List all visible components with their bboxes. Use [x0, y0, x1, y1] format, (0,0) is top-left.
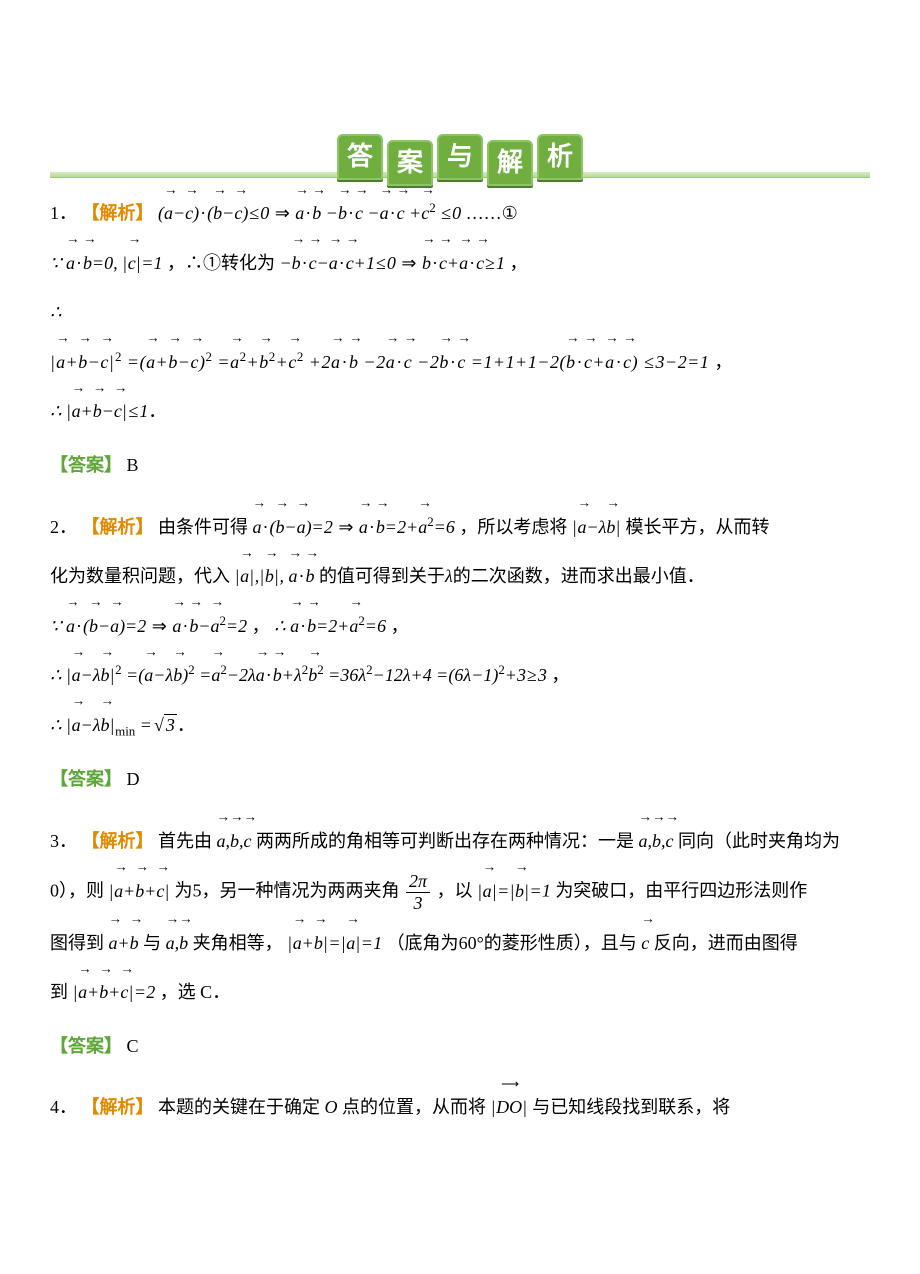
banner-tab: 答 [337, 134, 383, 180]
answer-label: 【答案】 [50, 769, 122, 789]
problem-4: 4． 【解析】 本题的关键在于确定 O 点的位置，从而将 DO 与已知线段找到联… [50, 1088, 870, 1128]
problem-3-line3: 图得到 a+b 与 a,b 夹角相等， a+b=a=1 （底角为60°的菱形性质… [50, 924, 870, 964]
section-banner: 答 案 与 解 析 [50, 130, 870, 180]
problem-1: 1． 【解析】 (a−c)·(b−c)≤0 ⇒ a·b −b·c −a·c +c… [50, 194, 870, 234]
banner-tab: 析 [537, 134, 583, 180]
page: 答 案 与 解 析 1． 【解析】 (a−c)·(b−c)≤0 ⇒ a·b −b… [0, 0, 920, 1178]
answer-value: C [127, 1036, 139, 1056]
problem-2-line4: ∴ a−λb2 =(a−λb)2 =a2−2λa·b+λ2b2 =36λ2−12… [50, 656, 870, 696]
problem-1-line4: a+b−c2 =(a+b−c)2 =a2+b2+c2 +2a·b −2a·c −… [50, 343, 870, 383]
problem-2-answer: 【答案】 D [50, 760, 870, 800]
formula: (a−c)·(b−c)≤0 ⇒ a·b −b·c −a·c +c2 ≤0 [158, 203, 466, 223]
banner-tab: 解 [487, 140, 533, 186]
problem-number: 2 [50, 517, 59, 537]
problem-number: 4 [50, 1097, 59, 1117]
problem-2-line2: 化为数量积问题，代入 a,b, a·b 的值可得到关于λ的二次函数，进而求出最小… [50, 557, 870, 597]
answer-label: 【答案】 [50, 1036, 122, 1056]
answer-value: B [127, 455, 139, 475]
banner-tab: 与 [437, 134, 483, 180]
problem-2-line5: ∴ a−λbmin =3． [50, 706, 870, 746]
problem-2-line3: ∵ a·(b−a)=2 ⇒ a·b−a2=2 ， ∴ a·b=2+a2=6 ， [50, 607, 870, 647]
answer-label: 【答案】 [50, 455, 122, 475]
problem-3-answer: 【答案】 C [50, 1027, 870, 1067]
analysis-label: 【解析】 [82, 517, 154, 537]
problem-3: 3． 【解析】 首先由 a,b,c 两两所成的角相等可判断出存在两种情况：一是 … [50, 822, 870, 862]
banner-tabs: 答 案 与 解 析 [337, 134, 583, 180]
problem-number: 1 [50, 203, 59, 223]
analysis-label: 【解析】 [82, 203, 154, 223]
problem-1-line5: ∴ a+b−c≤1． [50, 392, 870, 432]
answer-value: D [127, 769, 140, 789]
problem-3-line4: 到 a+b+c=2 ，选 C． [50, 973, 870, 1013]
problem-1-line3: ∴ [50, 293, 870, 333]
problem-2: 2． 【解析】 由条件可得 a·(b−a)=2 ⇒ a·b=2+a2=6 ，所以… [50, 508, 870, 548]
banner-tab: 案 [387, 140, 433, 186]
analysis-label: 【解析】 [82, 831, 154, 851]
problem-3-line2: 0），则 a+b+c 为5，另一种情况为两两夹角 2π3 ，以 a=b=1 为突… [50, 871, 870, 913]
problem-number: 3 [50, 831, 59, 851]
problem-1-answer: 【答案】 B [50, 446, 870, 486]
problem-1-line2: ∵ a·b=0, c=1 ，∴①转化为 −b·c−a·c+1≤0 ⇒ b·c+a… [50, 244, 870, 284]
analysis-label: 【解析】 [82, 1097, 154, 1117]
